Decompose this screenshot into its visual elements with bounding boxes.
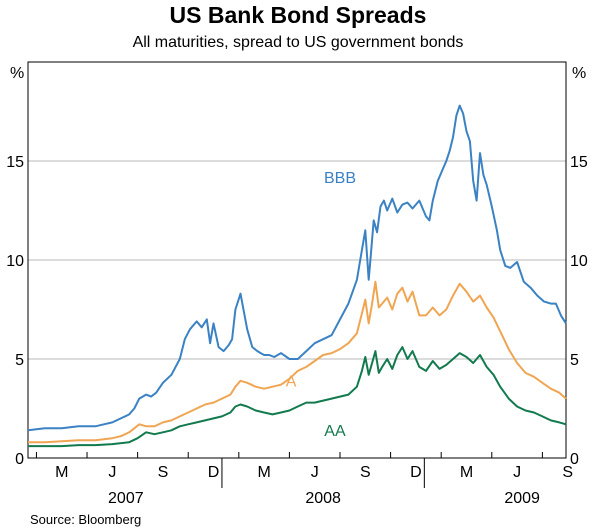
x-tick-label: J xyxy=(513,464,521,481)
x-tick-label: M xyxy=(460,464,473,481)
grid-lines xyxy=(28,160,566,360)
right-unit-label: % xyxy=(572,65,586,82)
x-axis-ticks: M J S D M J S D M J S 2007 2008 2009 xyxy=(35,452,573,507)
x-tick-label: J xyxy=(108,464,116,481)
y-tick-label-left: 5 xyxy=(15,352,24,369)
series-label-bbb: BBB xyxy=(324,170,356,187)
y-tick-label-left: 0 xyxy=(15,451,24,468)
series-lines xyxy=(27,104,567,448)
series-line-a xyxy=(28,280,567,444)
chart-subtitle: All maturities, spread to US government … xyxy=(132,34,464,51)
x-tick-label: D xyxy=(208,464,220,481)
x-year-label: 2009 xyxy=(504,490,540,507)
x-tick-label: S xyxy=(360,464,371,481)
source-note: Source: Bloomberg xyxy=(30,512,142,527)
series-label-a: A xyxy=(286,374,297,391)
x-tick-label: M xyxy=(55,464,68,481)
chart-title: US Bank Bond Spreads xyxy=(169,2,427,28)
y-tick-label-left: 15 xyxy=(6,154,24,171)
x-tick-label: M xyxy=(257,464,270,481)
x-tick-label: S xyxy=(562,464,573,481)
x-year-label: 2007 xyxy=(108,490,144,507)
plot-frame xyxy=(27,61,567,459)
y-tick-label-left: 10 xyxy=(6,253,24,270)
series-line-bbb xyxy=(27,104,567,432)
x-tick-label: D xyxy=(410,464,422,481)
y-tick-label-right: 10 xyxy=(570,253,588,270)
x-year-label: 2008 xyxy=(305,490,341,507)
series-line-aa xyxy=(28,346,567,448)
y-tick-label-right: 5 xyxy=(570,352,579,369)
y-tick-label-right: 15 xyxy=(570,154,588,171)
left-unit-label: % xyxy=(10,65,24,82)
x-tick-label: J xyxy=(311,464,319,481)
x-tick-label: S xyxy=(158,464,169,481)
y-tick-label-right: 0 xyxy=(570,451,579,468)
series-label-aa: AA xyxy=(324,423,346,440)
y-axis-ticks: 0 0 5 5 10 10 15 15 xyxy=(6,154,588,468)
